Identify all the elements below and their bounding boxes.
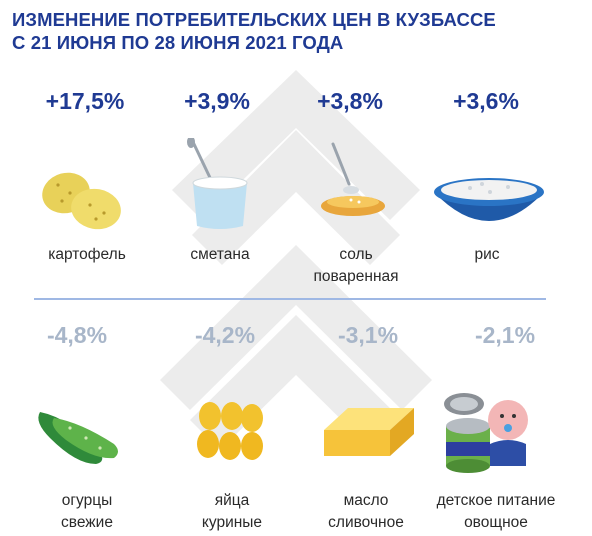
increase-value-rice: +3,6% xyxy=(453,88,519,114)
decrease-value-cucumber: -4,8% xyxy=(46,322,108,348)
baby-food-icon xyxy=(444,393,528,473)
page-title: ИЗМЕНЕНИЕ ПОТРЕБИТЕЛЬСКИХ ЦЕН В КУЗБАССЕ… xyxy=(12,8,582,54)
butter-icon xyxy=(324,408,414,456)
label-potato: картофель xyxy=(12,244,162,266)
label-rice-line1: рис xyxy=(474,246,500,263)
label-salt-line2: поваренная xyxy=(313,268,399,285)
label-baby-food-line2: овощное xyxy=(464,514,528,531)
label-eggs: яйца куриные xyxy=(157,490,307,534)
label-sour-cream: сметана xyxy=(145,244,295,266)
label-rice: рис xyxy=(412,244,562,266)
rice-icon xyxy=(434,178,544,221)
label-cucumber-line2: свежие xyxy=(61,514,113,531)
label-butter-line2: сливочное xyxy=(328,514,404,531)
label-baby-food-line1: детское питание xyxy=(436,492,556,509)
label-baby-food: детское питание овощное xyxy=(410,490,582,534)
potato-icon xyxy=(42,172,121,230)
increase-value-potato: +17,5% xyxy=(45,88,125,114)
increase-value-salt: +3,8% xyxy=(317,88,383,114)
title-line-1: ИЗМЕНЕНИЕ ПОТРЕБИТЕЛЬСКИХ ЦЕН В КУЗБАССЕ xyxy=(12,9,496,30)
label-eggs-line2: куриные xyxy=(201,514,263,531)
decrease-value-baby-food: -2,1% xyxy=(474,322,536,348)
label-butter: масло сливочное xyxy=(291,490,441,534)
label-salt: соль поваренная xyxy=(281,244,431,288)
salt-icon xyxy=(321,142,385,216)
eggs-icon xyxy=(197,402,263,460)
decrease-value-butter: -3,1% xyxy=(337,322,399,348)
section-divider xyxy=(34,298,546,300)
decrease-value-eggs: -4,2% xyxy=(194,322,256,348)
label-salt-line1: соль xyxy=(339,246,373,263)
label-eggs-line1: яйца xyxy=(214,492,250,509)
title-line-2: С 21 ИЮНЯ ПО 28 ИЮНЯ 2021 ГОДА xyxy=(12,32,344,53)
label-potato-line1: картофель xyxy=(48,246,126,263)
label-cucumber-line1: огурцы xyxy=(61,492,113,509)
sour-cream-icon xyxy=(187,138,248,229)
cucumber-icon xyxy=(38,412,118,464)
label-cucumber: огурцы свежие xyxy=(12,490,162,534)
label-butter-line1: масло xyxy=(343,492,389,509)
label-sour-cream-line1: сметана xyxy=(190,246,250,263)
increase-value-sour-cream: +3,9% xyxy=(184,88,250,114)
